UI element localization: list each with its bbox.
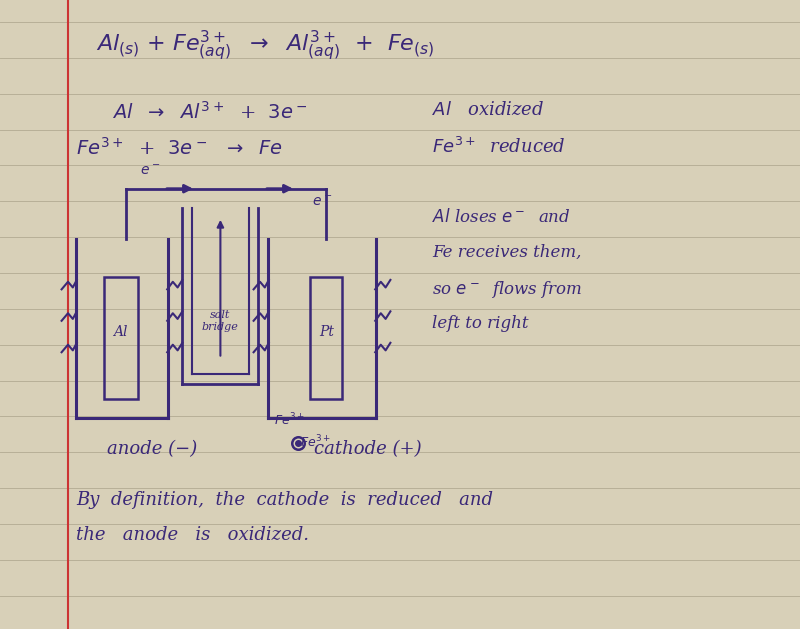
Text: Al: Al	[114, 325, 128, 339]
Text: $Al$ loses $e^-$  and: $Al$ loses $e^-$ and	[432, 208, 570, 226]
Text: salt
bridge: salt bridge	[202, 310, 239, 331]
Text: $e^-$: $e^-$	[140, 164, 161, 177]
Text: $Fe^{3+}$  reduced: $Fe^{3+}$ reduced	[432, 136, 566, 157]
Bar	[310, 277, 342, 399]
Bar	[104, 277, 138, 399]
Text: the   anode   is   oxidized.: the anode is oxidized.	[76, 526, 309, 545]
Text: $Al_{(s)}$ + $Fe^{3+}_{(aq)}$  $\rightarrow$  $Al^{3+}_{(aq)}$  +  $Fe_{(s)}$: $Al_{(s)}$ + $Fe^{3+}_{(aq)}$ $\rightarr…	[96, 28, 434, 63]
Text: so $e^-$  flows from: so $e^-$ flows from	[432, 279, 582, 300]
Text: $e^-$: $e^-$	[312, 195, 332, 209]
Text: By  definition,  the  cathode  is  reduced   and: By definition, the cathode is reduced an…	[76, 491, 493, 509]
Text: anode (−): anode (−)	[107, 440, 197, 459]
Text: Fe receives them,: Fe receives them,	[432, 243, 582, 260]
Text: left to right: left to right	[432, 315, 529, 332]
Text: Pt: Pt	[319, 325, 334, 339]
Text: $Al$   oxidized: $Al$ oxidized	[432, 101, 544, 119]
Text: $Al$  $\rightarrow$  $Al^{3+}$  +  $3e^-$: $Al$ $\rightarrow$ $Al^{3+}$ + $3e^-$	[112, 101, 308, 123]
Text: $Fe^{3+}$  +  $3e^-$  $\rightarrow$  $Fe$: $Fe^{3+}$ + $3e^-$ $\rightarrow$ $Fe$	[76, 136, 283, 159]
Text: $Fe^{3+}$: $Fe^{3+}$	[300, 434, 331, 450]
Text: $Fe^{3+}$: $Fe^{3+}$	[274, 412, 306, 428]
Text: cathode (+): cathode (+)	[314, 440, 422, 459]
